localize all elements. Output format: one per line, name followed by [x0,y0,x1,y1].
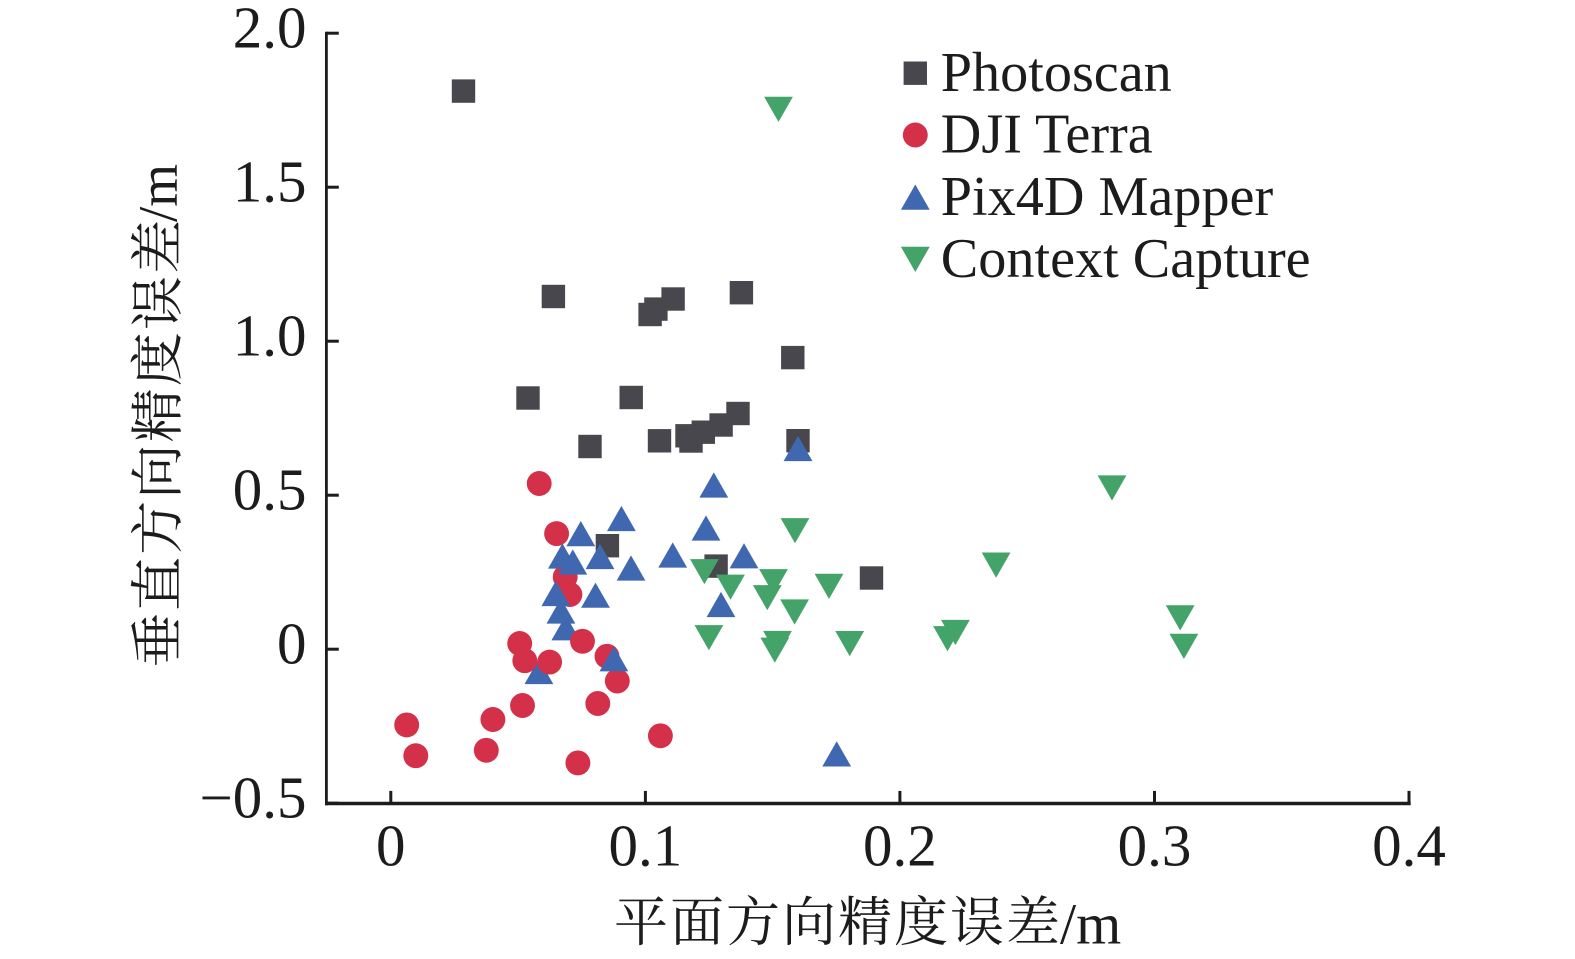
svg-text:0.3: 0.3 [1118,813,1192,879]
svg-text:0.1: 0.1 [609,813,683,879]
svg-text:0.4: 0.4 [1372,813,1446,879]
svg-text:0: 0 [376,813,406,879]
svg-text:0.5: 0.5 [233,456,307,522]
svg-text:1.5: 1.5 [233,148,307,214]
svg-text:0.2: 0.2 [863,813,937,879]
svg-text:1.0: 1.0 [233,302,307,368]
svg-text:2.0: 2.0 [233,0,307,60]
svg-text:0: 0 [277,610,307,676]
svg-text:/m: /m [128,164,189,222]
svg-text:Context Capture: Context Capture [941,228,1311,290]
svg-text:Pix4D Mapper: Pix4D Mapper [941,166,1274,228]
svg-text:−0.5: −0.5 [199,764,306,830]
svg-text:DJI Terra: DJI Terra [941,104,1153,166]
svg-text:Photoscan: Photoscan [941,42,1172,104]
svg-text:/m: /m [1060,892,1121,957]
